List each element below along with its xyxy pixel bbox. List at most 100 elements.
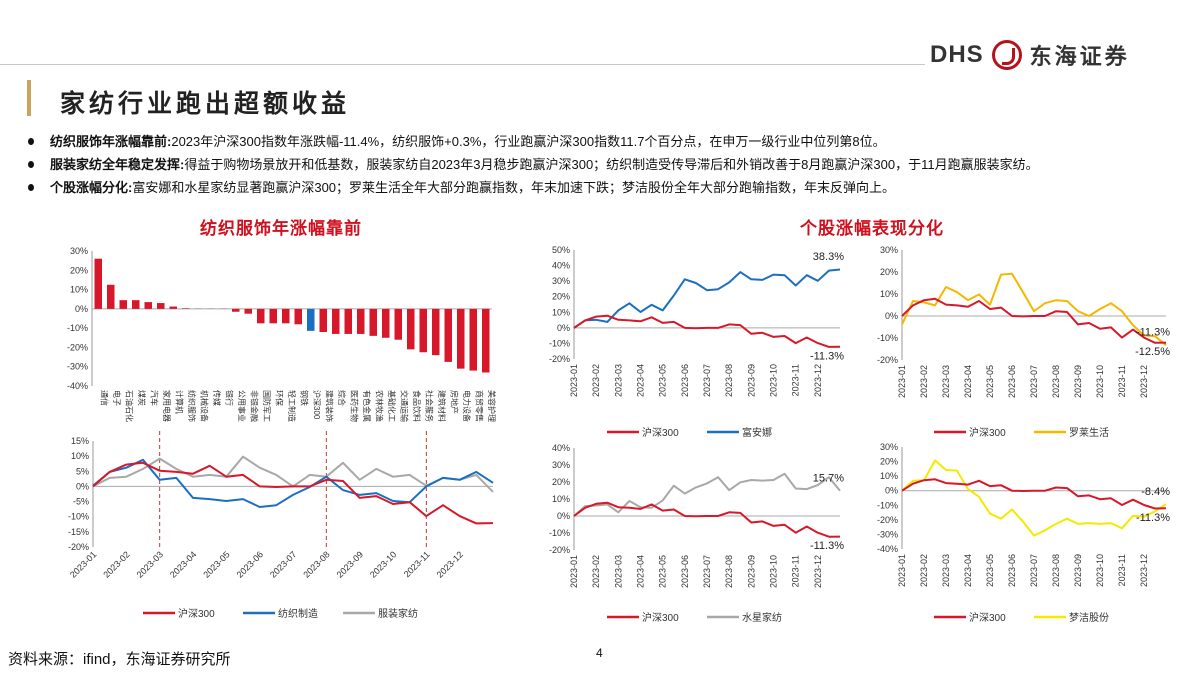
legend-label: 罗莱生活: [1069, 426, 1109, 439]
bar-通信: [94, 258, 102, 309]
x-tick-label: 2023-08: [1051, 554, 1061, 587]
bar-交通运输: [394, 308, 402, 340]
y-tick-label: 20%: [880, 267, 898, 277]
y-tick-label: -10%: [549, 528, 570, 538]
y-tick-label: 0%: [557, 511, 570, 521]
x-tick-label: 2023-03: [941, 365, 951, 398]
y-tick-label: 20%: [552, 477, 570, 487]
x-tick-label: 社会服务: [424, 390, 434, 422]
x-tick-label: 家用电器: [162, 390, 172, 422]
section-title-right: 个股涨幅表现分化: [800, 219, 944, 238]
x-tick-label: 商贸零售: [474, 390, 484, 422]
x-tick-label: 综合: [337, 390, 347, 406]
bullet-item: 纺织服饰年涨幅靠前:2023年沪深300指数年涨跌幅-11.4%，纺织服饰+0.…: [22, 130, 1200, 153]
logo-cn: 东海证券: [1029, 44, 1130, 69]
y-tick-label: 10%: [552, 307, 570, 317]
x-tick-label: 2023-06: [235, 549, 265, 579]
y-tick-label: 30%: [880, 442, 898, 452]
bullet-text: 得益于购物场景放开和低基数，服装家纺自2023年3月稳步跑赢沪深300；纺织制造…: [184, 157, 1039, 172]
bar-煤炭: [132, 300, 140, 309]
bar-房地产: [444, 308, 452, 362]
y-tick-label: -40%: [67, 381, 88, 391]
series-line-梦洁股份: [901, 459, 1167, 537]
x-tick-label: 2023-10: [769, 555, 779, 588]
bar-建筑装饰: [319, 308, 327, 332]
x-tick-label: 2023-11: [1117, 554, 1127, 586]
series-line-罗莱生活: [901, 272, 1167, 347]
y-tick-label: 0%: [885, 486, 898, 496]
y-tick-label: 30%: [552, 276, 570, 286]
x-tick-label: 2023-05: [201, 549, 231, 579]
bar-计算机: [169, 306, 177, 309]
bullet-head: 服装家纺全年稳定发挥:: [50, 157, 185, 172]
x-tick-label: 2023-06: [1007, 365, 1017, 398]
x-tick-label: 2023-04: [963, 554, 973, 587]
bullet-head: 纺织服饰年涨幅靠前:: [50, 134, 172, 149]
y-tick-label: 30%: [880, 245, 898, 255]
x-tick-label: 2023-08: [1051, 365, 1061, 398]
header-divider: [0, 64, 925, 65]
y-tick-label: 10%: [552, 494, 570, 504]
y-tick-label: -10%: [68, 512, 89, 522]
logo-text: DHS: [930, 41, 984, 68]
x-tick-label: 2023-03: [613, 555, 623, 588]
x-tick-label: 建筑材料: [437, 390, 447, 422]
legend-label: 水星家纺: [742, 611, 782, 624]
x-tick-label: 2023-02: [919, 365, 929, 398]
bar-有色金属: [357, 308, 365, 334]
bar-沪深300: [307, 308, 315, 331]
x-tick-label: 基础化工: [387, 390, 397, 422]
x-tick-label: 通信: [99, 390, 109, 406]
bullet-text: 2023年沪深300指数年涨跌幅-11.4%，纺织服饰+0.3%，行业跑赢沪深3…: [171, 134, 886, 149]
x-tick-label: 2023-01: [569, 364, 579, 397]
data-annotation: -12.5%: [1135, 346, 1170, 358]
y-tick-label: 20%: [552, 292, 570, 302]
x-tick-label: 2023-01: [897, 554, 907, 587]
y-tick-label: 10%: [71, 451, 89, 461]
y-tick-label: -10%: [67, 323, 88, 333]
x-tick-label: 2023-02: [919, 554, 929, 587]
x-tick-label: 2023-03: [941, 554, 951, 587]
x-tick-label: 2023-07: [268, 549, 298, 579]
x-tick-label: 2023-01: [68, 549, 98, 579]
y-tick-label: 40%: [552, 443, 570, 453]
x-tick-label: 2023-04: [636, 555, 646, 588]
x-tick-label: 食品饮料: [412, 390, 422, 422]
slide-title: 家纺行业跑出超额收益: [60, 90, 351, 118]
bar-基础化工: [382, 308, 390, 338]
legend-label: 纺织制造: [278, 607, 318, 620]
y-tick-label: 5%: [76, 466, 89, 476]
company-logo: DHS 东海证券: [930, 38, 1130, 72]
x-tick-label: 2023-03: [135, 549, 165, 579]
y-tick-label: -5%: [73, 497, 89, 507]
y-tick-label: -10%: [549, 338, 570, 348]
data-annotation: -11.3%: [1136, 512, 1170, 524]
x-tick-label: 2023-07: [702, 364, 712, 397]
bar-公用事业: [232, 308, 240, 312]
x-tick-label: 2023-09: [1073, 554, 1083, 587]
x-tick-label: 环保: [274, 390, 284, 406]
bar-农林牧渔: [369, 308, 377, 336]
y-tick-label: 0%: [557, 323, 570, 333]
x-tick-label: 医药生物: [349, 390, 359, 422]
x-tick-label: 2023-06: [680, 364, 690, 397]
y-tick-label: 40%: [552, 261, 570, 271]
bar-石油石化: [119, 300, 127, 309]
x-tick-label: 2023-11: [791, 555, 801, 587]
x-tick-label: 2023-09: [746, 364, 756, 397]
x-tick-label: 银行: [224, 390, 234, 406]
x-tick-label: 2023-12: [1139, 365, 1149, 398]
x-tick-label: 2023-08: [301, 549, 331, 579]
bullet-text: 富安娜和水星家纺显著跑赢沪深300；罗莱生活全年大部分跑赢指数，年末加速下跌；梦…: [132, 180, 896, 195]
x-tick-label: 电子: [112, 390, 122, 406]
bar-国防军工: [257, 308, 265, 324]
data-annotation: -11.3%: [810, 540, 844, 552]
legend-label: 沪深300: [642, 426, 679, 439]
legend-label: 沪深300: [642, 611, 679, 624]
x-tick-label: 2023-12: [813, 555, 823, 588]
x-tick-label: 2023-10: [1095, 554, 1105, 587]
bar-综合: [332, 308, 340, 334]
x-tick-label: 2023-02: [591, 364, 601, 397]
y-tick-label: -40%: [877, 544, 898, 554]
y-tick-label: 10%: [70, 285, 88, 295]
